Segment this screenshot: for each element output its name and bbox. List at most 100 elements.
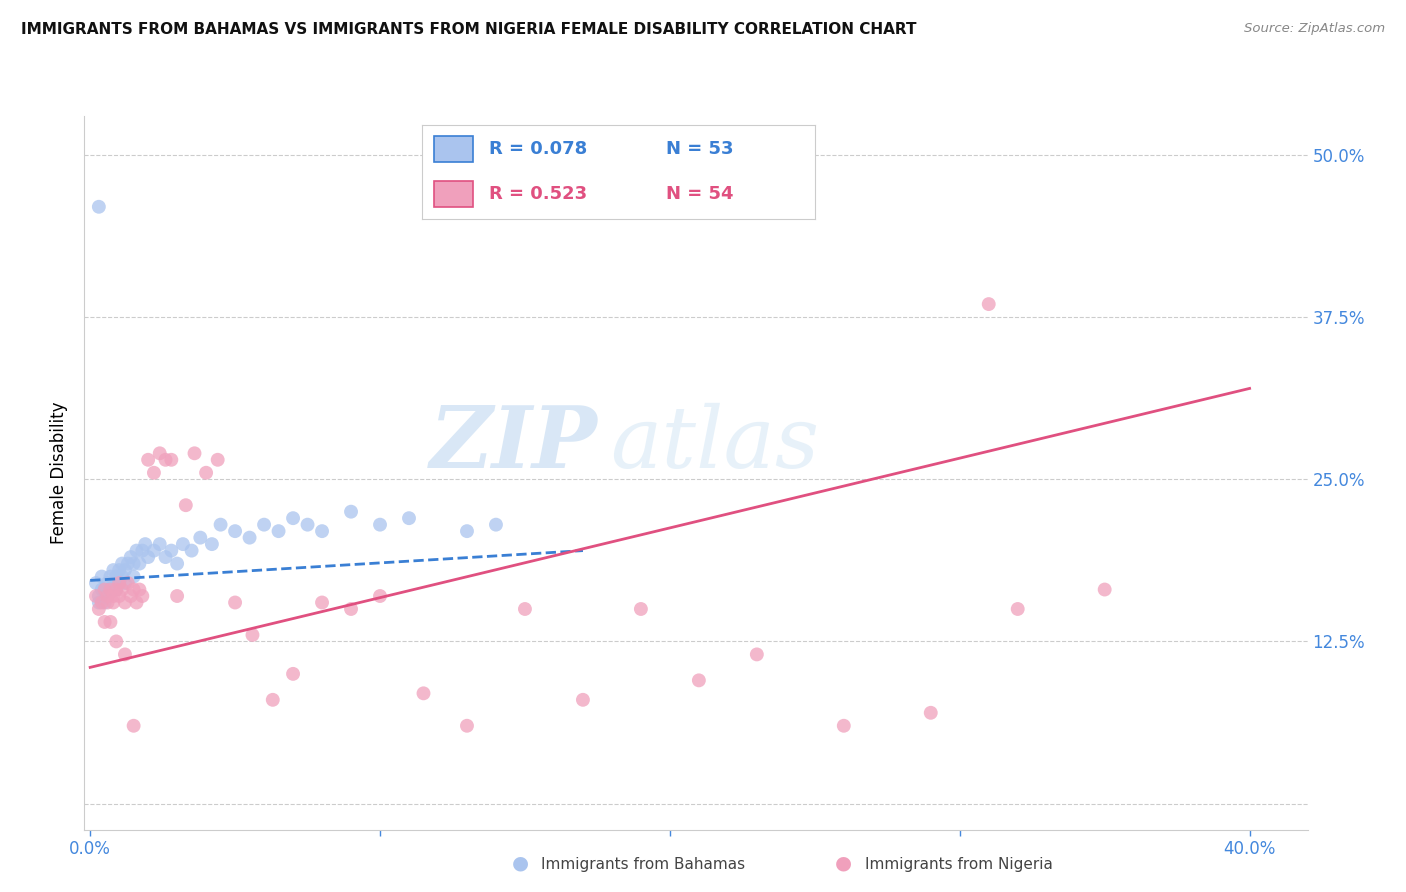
Point (368, 517, 391, 532)
Point (103, 563, 125, 577)
Text: N = 53: N = 53 (666, 140, 734, 158)
Text: Immigrants from Bahamas: Immigrants from Bahamas (541, 857, 745, 872)
Point (96, 576, 118, 591)
Point (174, 498, 197, 512)
Point (155, 452, 177, 467)
Point (128, 557, 150, 571)
Point (142, 543, 165, 558)
Point (172, 537, 194, 551)
Point (93, 595, 115, 609)
Text: Source: ZipAtlas.com: Source: ZipAtlas.com (1244, 22, 1385, 36)
Point (136, 550, 159, 565)
Point (90, 595, 112, 609)
Point (242, 628, 264, 642)
Point (93, 582, 115, 597)
Point (166, 557, 188, 571)
Point (920, 706, 942, 720)
Text: R = 0.078: R = 0.078 (489, 140, 586, 158)
Text: R = 0.523: R = 0.523 (489, 186, 586, 203)
Point (87, 589, 110, 603)
Point (977, 297, 1000, 311)
Point (103, 595, 125, 609)
Point (114, 576, 136, 591)
Point (114, 648, 136, 662)
Point (340, 602, 363, 616)
Point (201, 537, 224, 551)
Y-axis label: Female Disability: Female Disability (51, 401, 69, 544)
Point (311, 595, 333, 609)
Point (120, 589, 142, 603)
Text: ●: ● (512, 854, 529, 872)
Point (122, 569, 145, 583)
Point (108, 589, 131, 603)
Point (117, 576, 139, 591)
Text: Immigrants from Nigeria: Immigrants from Nigeria (865, 857, 1053, 872)
Point (485, 517, 508, 532)
Point (100, 582, 122, 597)
Point (108, 576, 131, 591)
Point (122, 582, 145, 597)
Point (84, 589, 107, 603)
Point (111, 582, 134, 597)
Point (745, 648, 768, 662)
Point (108, 576, 131, 591)
Point (398, 511, 420, 525)
Point (1094, 582, 1116, 597)
Point (87, 200, 110, 214)
Point (224, 524, 246, 538)
Point (149, 537, 172, 551)
Point (134, 537, 156, 551)
Point (131, 589, 153, 603)
Point (224, 595, 246, 609)
Text: ●: ● (835, 854, 852, 872)
Point (93, 582, 115, 597)
Point (311, 524, 333, 538)
Point (368, 589, 391, 603)
Point (100, 569, 122, 583)
Point (108, 563, 131, 577)
Point (128, 582, 150, 597)
Point (122, 719, 145, 733)
Point (513, 602, 536, 616)
Point (209, 517, 232, 532)
Point (105, 569, 128, 583)
Point (340, 505, 363, 519)
Point (125, 543, 148, 558)
Point (281, 666, 304, 681)
Point (149, 446, 172, 460)
Point (160, 543, 183, 558)
Point (100, 615, 122, 629)
Text: ZIP: ZIP (430, 402, 598, 486)
Point (136, 452, 159, 467)
Point (105, 634, 128, 648)
Text: N = 54: N = 54 (666, 186, 734, 203)
Point (142, 466, 165, 480)
Point (90, 569, 112, 583)
Point (262, 693, 284, 707)
Point (688, 673, 710, 688)
Point (96, 589, 118, 603)
Point (125, 595, 148, 609)
Point (90, 582, 112, 597)
Point (87, 602, 110, 616)
Point (207, 452, 229, 467)
Point (253, 517, 276, 532)
Point (1007, 602, 1029, 616)
Point (267, 524, 290, 538)
Point (96, 595, 118, 609)
Point (183, 446, 205, 460)
Point (96, 589, 118, 603)
Point (160, 452, 183, 467)
Point (105, 582, 128, 597)
Point (103, 576, 125, 591)
Point (188, 531, 211, 545)
Point (166, 589, 188, 603)
Bar (433, 181, 472, 207)
Point (100, 582, 122, 597)
Point (456, 524, 478, 538)
Point (630, 602, 652, 616)
Point (155, 550, 177, 565)
Point (114, 563, 136, 577)
Text: atlas: atlas (610, 403, 820, 485)
Point (117, 557, 139, 571)
